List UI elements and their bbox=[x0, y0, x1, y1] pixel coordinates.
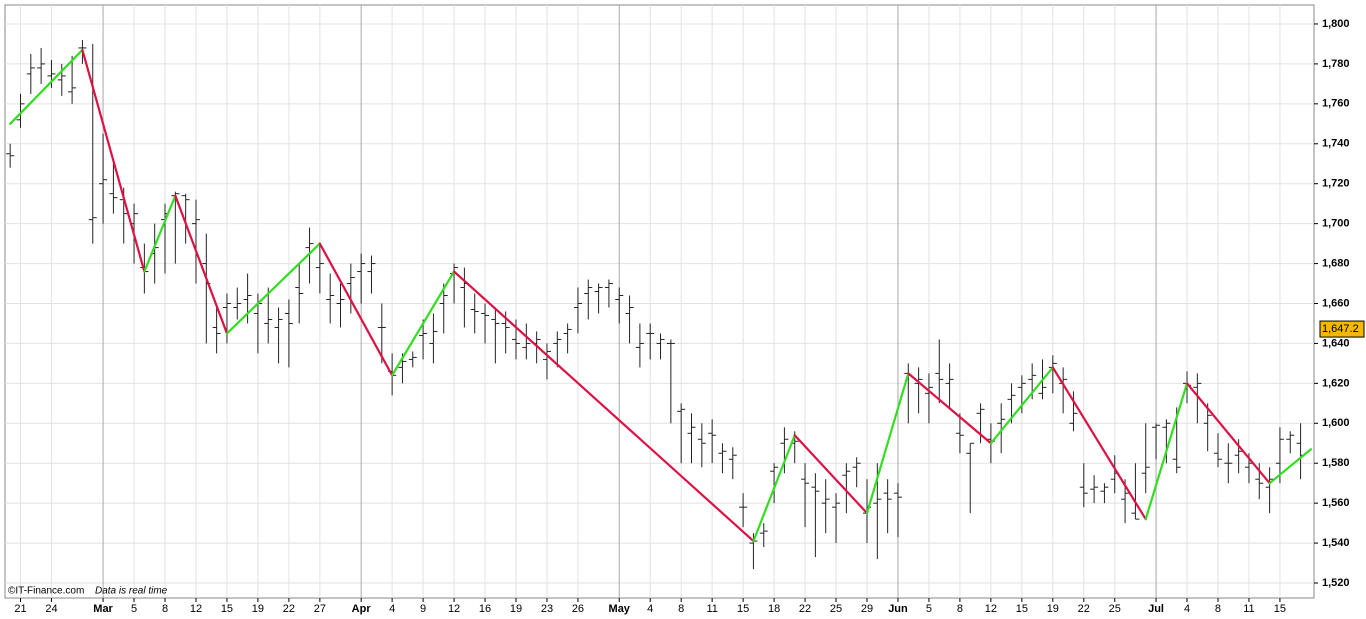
x-tick-label: 22 bbox=[283, 603, 295, 615]
y-tick-label: 1,740 bbox=[1322, 138, 1350, 150]
zigzag-up bbox=[9, 48, 84, 125]
zigzag-down bbox=[81, 48, 146, 273]
x-tick-label: 8 bbox=[1215, 603, 1221, 615]
zigzag-up bbox=[1144, 382, 1189, 521]
x-tick-label: 12 bbox=[448, 603, 460, 615]
x-tick-label: 12 bbox=[190, 603, 202, 615]
y-tick-label: 1,660 bbox=[1322, 297, 1350, 309]
zigzag-down bbox=[452, 270, 755, 543]
x-tick-label: 4 bbox=[389, 603, 395, 615]
x-tick-label: 9 bbox=[420, 603, 426, 615]
x-tick-label: Apr bbox=[352, 603, 372, 615]
last-price-box bbox=[1319, 320, 1365, 338]
zigzag-up bbox=[225, 242, 321, 335]
plot-area bbox=[4, 4, 1315, 599]
zigzag-down bbox=[1051, 366, 1147, 521]
x-tick-label: 15 bbox=[1016, 603, 1028, 615]
zigzag-up bbox=[752, 434, 796, 543]
x-tick-label: Jun bbox=[888, 603, 908, 615]
zigzag-up bbox=[143, 194, 177, 273]
y-tick-label: 1,720 bbox=[1322, 178, 1350, 190]
y-tick-label: 1,760 bbox=[1322, 98, 1350, 110]
note: Data is real time bbox=[95, 586, 168, 597]
y-tick-label: 1,600 bbox=[1322, 417, 1350, 429]
y-tick-label: 1,640 bbox=[1322, 337, 1350, 349]
zigzag-down bbox=[1185, 382, 1271, 485]
zigzag-down bbox=[174, 194, 229, 335]
x-tick-label: 23 bbox=[541, 603, 553, 615]
x-tick-label: May bbox=[609, 603, 631, 615]
x-tick-label: 16 bbox=[479, 603, 491, 615]
x-tick-label: 15 bbox=[737, 603, 749, 615]
x-tick-label: 19 bbox=[510, 603, 522, 615]
x-tick-label: 21 bbox=[14, 603, 26, 615]
x-tick-label: 29 bbox=[861, 603, 873, 615]
axes: 1,520 1,540 1,560 1,580 1,600 1,620 1,640 1,660… bbox=[14, 18, 1365, 615]
bars bbox=[6, 39, 1305, 570]
x-tick-label: 24 bbox=[45, 603, 57, 615]
x-tick-label: 22 bbox=[799, 603, 811, 615]
last-price-label: 1,647.2 bbox=[1322, 323, 1359, 335]
x-tick-label: 22 bbox=[1078, 603, 1090, 615]
y-tick-label: 1,800 bbox=[1322, 18, 1350, 30]
x-tick-label: 8 bbox=[162, 603, 168, 615]
x-tick-label: Mar bbox=[93, 603, 113, 615]
zigzag-down bbox=[318, 242, 394, 377]
x-tick-label: 19 bbox=[1047, 603, 1059, 615]
x-tick-label: 4 bbox=[647, 603, 653, 615]
x-tick-label: 15 bbox=[221, 603, 233, 615]
y-tick-label: 1,580 bbox=[1322, 457, 1350, 469]
x-tick-label: 5 bbox=[131, 603, 137, 615]
zigzag-up bbox=[989, 366, 1054, 445]
x-tick-label: 12 bbox=[985, 603, 997, 615]
zigzag-up bbox=[391, 270, 456, 377]
credit: ©IT-Finance.com bbox=[8, 586, 84, 597]
x-tick-label: 11 bbox=[706, 603, 717, 615]
x-tick-label: 25 bbox=[830, 603, 842, 615]
zigzag-up bbox=[1268, 448, 1313, 485]
x-tick-label: 25 bbox=[1109, 603, 1121, 615]
x-tick-label: Jul bbox=[1148, 603, 1164, 615]
x-tick-label: 8 bbox=[678, 603, 684, 615]
zigzag-up bbox=[865, 372, 910, 515]
x-tick-label: 27 bbox=[314, 603, 326, 615]
x-tick-label: 5 bbox=[926, 603, 932, 615]
y-tick-label: 1,680 bbox=[1322, 257, 1350, 269]
y-tick-label: 1,540 bbox=[1322, 537, 1350, 549]
x-tick-label: 19 bbox=[252, 603, 264, 615]
x-tick-label: 4 bbox=[1184, 603, 1190, 615]
x-tick-label: 18 bbox=[768, 603, 780, 615]
y-tick-label: 1,560 bbox=[1322, 497, 1350, 509]
x-tick-label: 8 bbox=[957, 603, 963, 615]
y-tick-label: 1,620 bbox=[1322, 377, 1350, 389]
x-tick-label: 11 bbox=[1243, 603, 1254, 615]
x-tick-label: 26 bbox=[572, 603, 584, 615]
y-tick-label: 1,780 bbox=[1322, 58, 1350, 70]
y-tick-label: 1,520 bbox=[1322, 577, 1350, 589]
zigzag bbox=[9, 48, 1313, 543]
zigzag-down bbox=[907, 372, 992, 445]
y-tick-label: 1,700 bbox=[1322, 218, 1350, 230]
zigzag-down bbox=[793, 434, 869, 515]
x-tick-label: 15 bbox=[1274, 603, 1286, 615]
